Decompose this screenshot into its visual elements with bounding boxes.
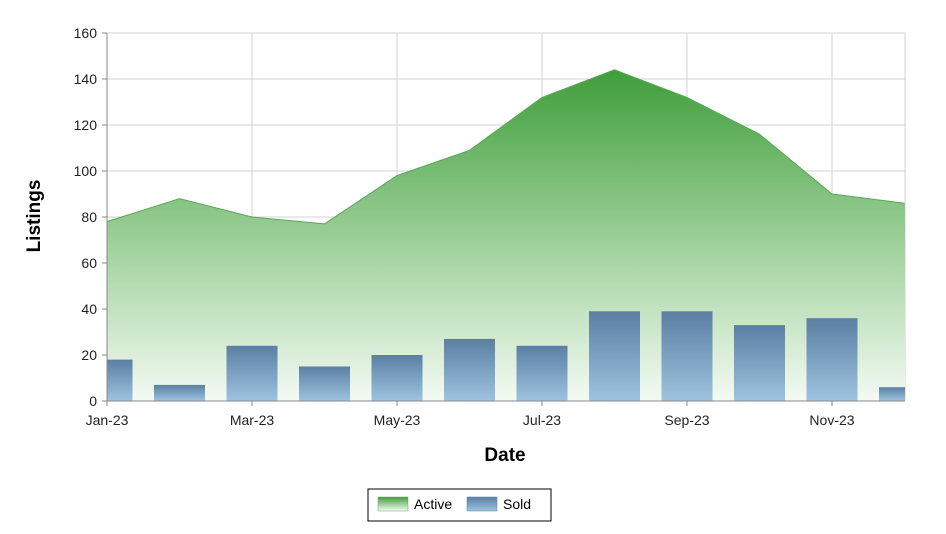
y-tick-label-6: 120 (74, 117, 98, 133)
axes (102, 32, 905, 406)
sold-bar-Apr-23 (299, 366, 350, 401)
legend-swatch-active (377, 496, 409, 512)
legend-swatch-sold (466, 496, 498, 512)
x-axis-title: Date (484, 445, 525, 466)
sold-bar-Dec-23 (879, 387, 905, 401)
sold-bar-Sep-23 (661, 311, 713, 401)
legend: Active Sold (367, 488, 552, 522)
x-tick-labels: Jan-23 Mar-23 May-23 Jul-23 Sep-23 Nov-23 (86, 412, 855, 428)
y-tick-label-1: 20 (81, 347, 97, 363)
sold-bar-Jan-23 (107, 359, 133, 401)
x-tick-label-Nov-23: Nov-23 (809, 412, 854, 428)
sold-bar-Jun-23 (444, 338, 495, 401)
sold-bar-May-23 (371, 355, 423, 401)
x-tick-label-Jul-23: Jul-23 (523, 412, 561, 428)
y-tick-label-2: 40 (81, 301, 97, 317)
sold-bar-Aug-23 (589, 311, 640, 401)
legend-label-active: Active (414, 496, 452, 512)
y-tick-label-8: 160 (74, 25, 98, 41)
y-tick-label-4: 80 (81, 209, 97, 225)
y-axis-title: Listings (24, 180, 45, 253)
x-tick-label-May-23: May-23 (374, 412, 421, 428)
sold-bar-Jul-23 (516, 345, 568, 401)
sold-bar-Oct-23 (734, 325, 785, 401)
y-tick-labels: 0 20 40 60 80 100 120 140 160 (74, 25, 98, 409)
y-tick-label-5: 100 (74, 163, 98, 179)
legend-label-sold: Sold (503, 496, 531, 512)
x-tick-label-Sep-23: Sep-23 (664, 412, 709, 428)
sold-bar-Feb-23 (154, 384, 205, 401)
x-tick-label-Jan-23: Jan-23 (86, 412, 129, 428)
x-tick-label-Mar-23: Mar-23 (230, 412, 275, 428)
y-tick-label-3: 60 (81, 255, 97, 271)
y-tick-label-7: 140 (74, 71, 98, 87)
active-line (106, 69, 905, 225)
sold-bar-Nov-23 (806, 318, 858, 401)
sold-bar-Mar-23 (226, 345, 278, 401)
sold-bar-layer (107, 311, 905, 401)
y-tick-label-0: 0 (89, 393, 97, 409)
